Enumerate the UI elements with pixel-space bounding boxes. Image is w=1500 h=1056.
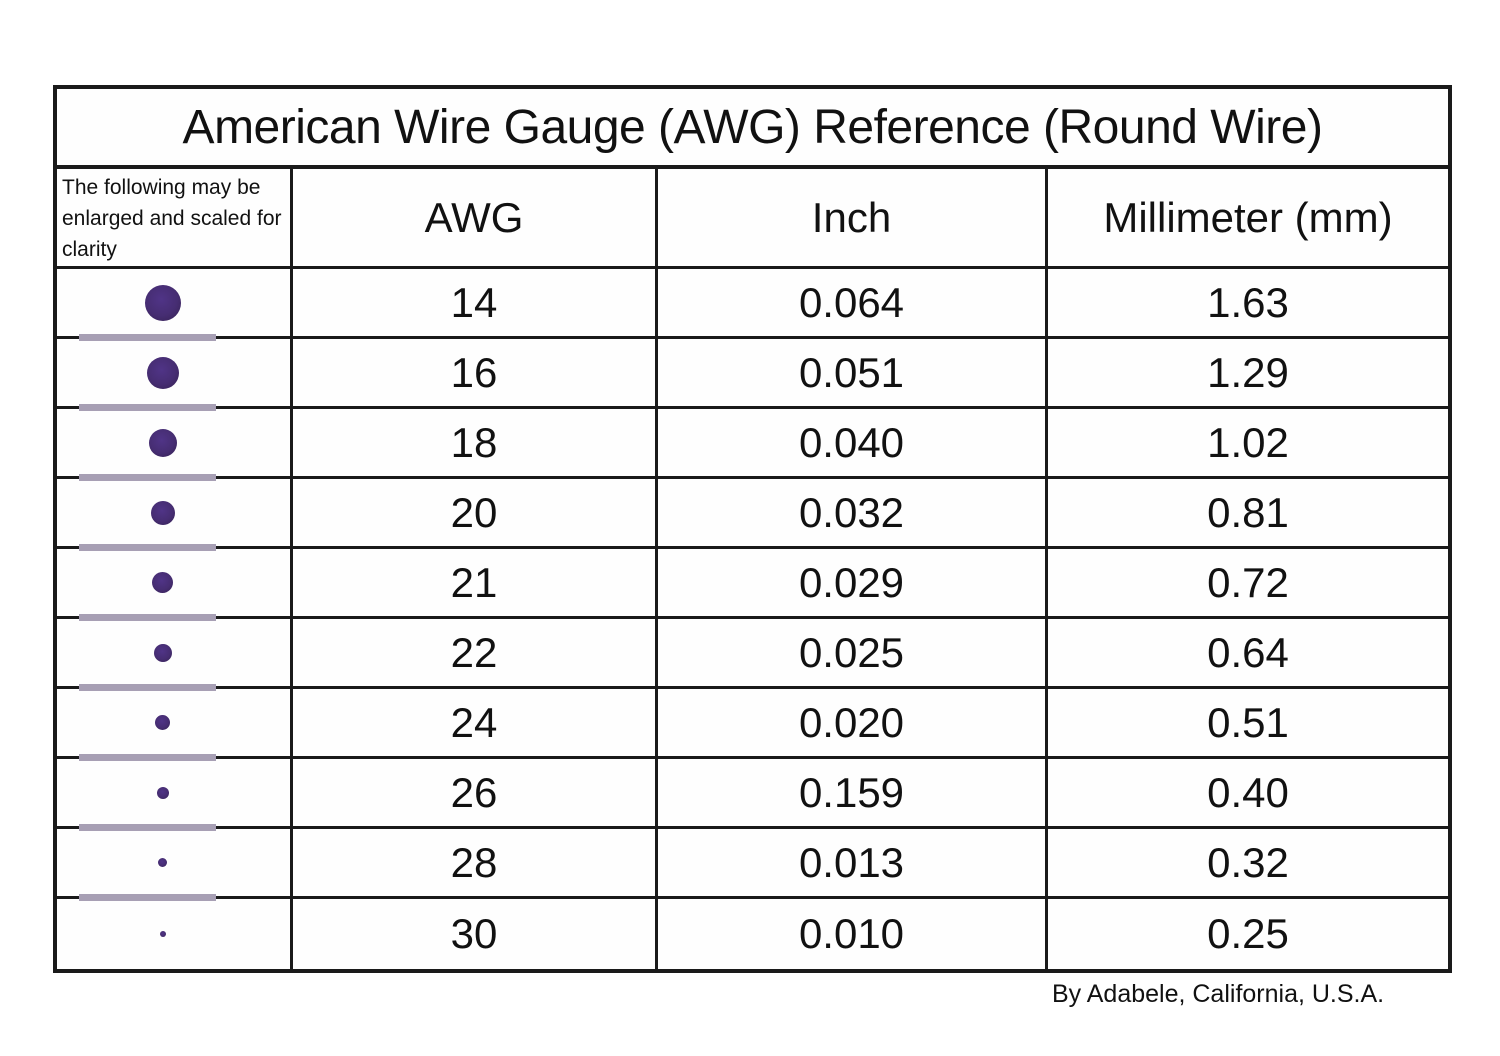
wire-dot-icon bbox=[148, 428, 177, 457]
wire-dot-icon bbox=[146, 356, 179, 389]
awg-value: 14 bbox=[293, 269, 658, 339]
row-separator-mark bbox=[79, 334, 216, 341]
note-text: The following may be enlarged and scaled… bbox=[62, 176, 282, 261]
source-credit: By Adabele, California, U.S.A. bbox=[1052, 980, 1385, 1008]
wire-size-cell bbox=[57, 899, 293, 969]
awg-reference-table: American Wire Gauge (AWG) Reference (Rou… bbox=[53, 85, 1452, 973]
mm-value: 0.25 bbox=[1207, 910, 1289, 957]
inch-value: 0.025 bbox=[658, 619, 1048, 689]
wire-dot-icon bbox=[158, 858, 167, 867]
row-separator-mark bbox=[79, 684, 216, 691]
wire-size-cell bbox=[57, 409, 293, 481]
mm-value: 0.72 bbox=[1048, 549, 1448, 619]
inch-value: 0.013 bbox=[658, 829, 1048, 899]
wire-dot-icon bbox=[159, 931, 166, 937]
inch-value: 0.020 bbox=[658, 689, 1048, 759]
row-separator-mark bbox=[79, 544, 216, 551]
mm-value: 0.64 bbox=[1048, 619, 1448, 689]
awg-value: 16 bbox=[293, 339, 658, 409]
wire-size-cell bbox=[57, 339, 293, 411]
inch-value: 0.051 bbox=[658, 339, 1048, 409]
row-separator-mark bbox=[79, 614, 216, 621]
column-header-awg: AWG bbox=[293, 169, 658, 269]
inch-value: 0.159 bbox=[658, 759, 1048, 829]
wire-size-cell bbox=[57, 269, 293, 341]
wire-size-cell bbox=[57, 549, 293, 621]
awg-value: 20 bbox=[293, 479, 658, 549]
wire-dot-icon bbox=[155, 715, 170, 730]
wire-size-cell bbox=[57, 689, 293, 761]
inch-value: 0.064 bbox=[658, 269, 1048, 339]
inch-value: 0.032 bbox=[658, 479, 1048, 549]
mm-value: 1.29 bbox=[1048, 339, 1448, 409]
wire-size-cell bbox=[57, 829, 293, 901]
table-title: American Wire Gauge (AWG) Reference (Rou… bbox=[57, 89, 1448, 169]
wire-dot-icon bbox=[156, 786, 169, 799]
wire-dot-icon bbox=[150, 500, 175, 525]
awg-value: 28 bbox=[293, 829, 658, 899]
column-header-inch: Inch bbox=[658, 169, 1048, 269]
row-separator-mark bbox=[79, 754, 216, 761]
wire-dot-icon bbox=[153, 643, 172, 662]
mm-value: 1.63 bbox=[1048, 269, 1448, 339]
row-separator-mark bbox=[79, 474, 216, 481]
wire-size-cell bbox=[57, 619, 293, 691]
row-separator-mark bbox=[79, 404, 216, 411]
awg-value: 21 bbox=[293, 549, 658, 619]
row-separator-mark bbox=[79, 824, 216, 831]
mm-value: 0.40 bbox=[1048, 759, 1448, 829]
note-cell: The following may be enlarged and scaled… bbox=[57, 169, 293, 269]
row-separator-mark bbox=[79, 894, 216, 901]
wire-size-cell bbox=[57, 479, 293, 551]
mm-value: 0.51 bbox=[1048, 689, 1448, 759]
awg-value: 24 bbox=[293, 689, 658, 759]
awg-value: 22 bbox=[293, 619, 658, 689]
mm-value: 0.81 bbox=[1048, 479, 1448, 549]
inch-value: 0.010 bbox=[658, 899, 1048, 969]
awg-value: 26 bbox=[293, 759, 658, 829]
wire-dot-icon bbox=[152, 572, 173, 593]
inch-value: 0.040 bbox=[658, 409, 1048, 479]
inch-value: 0.029 bbox=[658, 549, 1048, 619]
mm-value: 0.32 bbox=[1048, 829, 1448, 899]
wire-dot-icon bbox=[144, 284, 181, 321]
wire-size-cell bbox=[57, 759, 293, 831]
awg-value: 30 bbox=[293, 899, 658, 969]
awg-value: 18 bbox=[293, 409, 658, 479]
mm-value: 1.02 bbox=[1048, 409, 1448, 479]
column-header-mm: Millimeter (mm) bbox=[1048, 169, 1448, 269]
